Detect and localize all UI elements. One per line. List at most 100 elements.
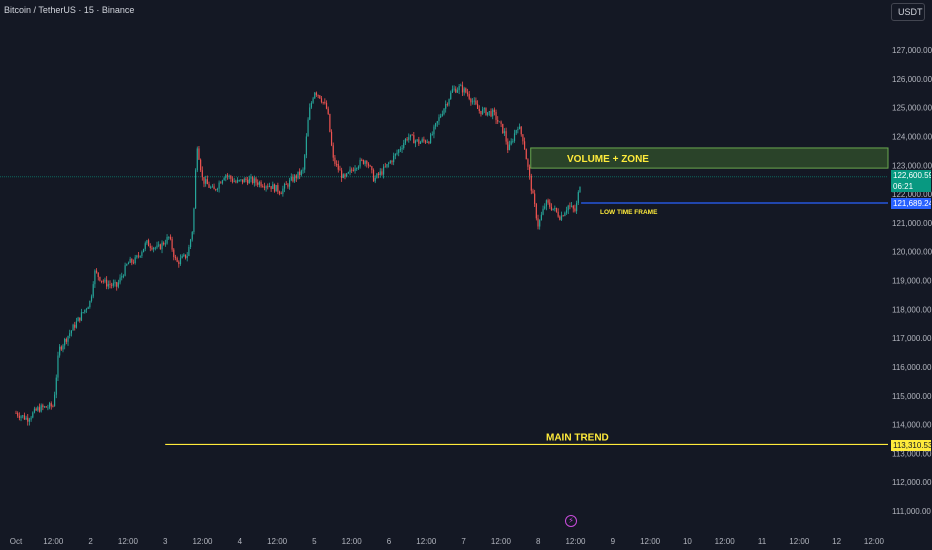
- candle-body: [106, 279, 108, 287]
- candle-body: [75, 321, 78, 328]
- candle-body: [488, 111, 490, 113]
- candle-body: [388, 163, 390, 165]
- candle-body: [84, 309, 86, 313]
- candle-body: [391, 161, 393, 163]
- candle-body: [451, 89, 454, 93]
- candle-body: [141, 252, 143, 256]
- candle-body: [503, 131, 506, 134]
- candle-body: [330, 131, 333, 146]
- candle-body: [101, 280, 103, 282]
- candle-body: [332, 145, 334, 158]
- candle-body: [371, 166, 373, 171]
- x-tick-label: 5: [312, 537, 317, 546]
- candle-body: [250, 177, 252, 179]
- candle-body: [188, 246, 190, 257]
- candle-body: [181, 256, 183, 259]
- y-tick-label: 120,000.00: [892, 248, 932, 257]
- candle-body: [278, 191, 281, 194]
- candle-body: [564, 212, 566, 217]
- candle-body: [576, 202, 578, 212]
- candle-body: [35, 408, 37, 411]
- candle-body: [186, 256, 188, 259]
- time-axis[interactable]: Oct 12:00 2 12:00 3 12:00 4 12:00 5 12:00 6 12:00 7 1…: [10, 537, 885, 546]
- x-tick-label: 9: [611, 537, 616, 546]
- candle-body: [18, 415, 20, 418]
- current-price-tag: 122,600.59 06:21: [891, 170, 931, 192]
- currency-button[interactable]: USDT: [891, 3, 925, 21]
- y-tick-label: 126,000.00: [892, 75, 932, 84]
- candle-body: [122, 275, 125, 277]
- x-tick-label: 12:00: [192, 537, 213, 546]
- candle-body: [522, 134, 524, 142]
- y-tick-label: 114,000.00: [892, 421, 932, 430]
- candle-body: [414, 140, 417, 144]
- symbol-title[interactable]: Bitcoin / TetherUS · 15 · Binance: [4, 5, 135, 15]
- y-tick-label: 121,000.00: [892, 219, 932, 228]
- candle-body: [461, 85, 464, 93]
- horizontal-lines[interactable]: LOW TIME FRAME MAIN TREND: [165, 202, 888, 446]
- candle-body: [418, 139, 420, 144]
- tradingview-lightning-icon[interactable]: ⚡: [565, 515, 577, 527]
- candle-body: [470, 98, 472, 103]
- candle-body: [403, 143, 405, 149]
- candle-body: [15, 413, 17, 414]
- candle-body: [377, 173, 380, 175]
- candle-body: [137, 255, 140, 257]
- candle-body: [300, 170, 302, 176]
- candle-body: [97, 272, 99, 277]
- volume-zone-box[interactable]: [530, 147, 889, 169]
- candle-body: [458, 85, 460, 91]
- candle-body: [527, 159, 529, 167]
- candle-body: [60, 346, 62, 350]
- y-tick-label: 123,000.00: [892, 161, 932, 170]
- candle-body: [349, 169, 351, 173]
- price-axis[interactable]: 111,000.00 112,000.00 113,000.00 114,000.00…: [892, 46, 932, 516]
- y-tick-label: 122,000.00: [892, 190, 932, 199]
- candle-body: [421, 139, 423, 142]
- candle-body: [492, 109, 494, 117]
- candle-body: [346, 173, 348, 177]
- candle-body: [94, 270, 96, 285]
- candle-body: [25, 417, 27, 420]
- candle-body: [50, 403, 52, 407]
- candle-body: [158, 244, 160, 246]
- candle-body: [69, 333, 71, 336]
- candle-body: [471, 101, 474, 103]
- candle-body: [440, 115, 442, 118]
- x-tick-label: 12:00: [342, 537, 363, 546]
- candle-body: [59, 346, 61, 356]
- x-tick-label: 12:00: [565, 537, 586, 546]
- x-tick-label: 3: [163, 537, 168, 546]
- x-tick-label: 12: [832, 537, 841, 546]
- candle-body: [376, 173, 378, 178]
- candle-body: [111, 284, 113, 286]
- candle-body: [241, 179, 244, 183]
- candle-body: [424, 140, 427, 143]
- candle-body: [515, 130, 517, 134]
- candle-body: [327, 108, 329, 114]
- candle-body: [416, 139, 418, 141]
- x-tick-label: 12:00: [267, 537, 288, 546]
- candle-body: [429, 134, 432, 144]
- candle-body: [534, 193, 536, 204]
- candle-body: [282, 188, 284, 194]
- candle-body: [295, 175, 297, 179]
- candle-body: [329, 113, 331, 132]
- candle-body: [33, 408, 36, 413]
- x-tick-label: 10: [683, 537, 692, 546]
- candle-body: [399, 149, 401, 151]
- candle-body: [448, 99, 450, 105]
- candle-body: [317, 94, 319, 96]
- candle-body: [132, 262, 135, 264]
- candle-body: [245, 178, 247, 181]
- volume-zone[interactable]: VOLUME + ZONE: [530, 147, 889, 169]
- candle-body: [408, 137, 410, 140]
- candle-body: [389, 161, 391, 164]
- candle-body: [436, 121, 438, 124]
- candle-body: [121, 276, 123, 278]
- candle-body: [243, 178, 245, 183]
- candle-body: [567, 205, 569, 211]
- candle-body: [40, 405, 42, 412]
- candle-body: [32, 412, 34, 418]
